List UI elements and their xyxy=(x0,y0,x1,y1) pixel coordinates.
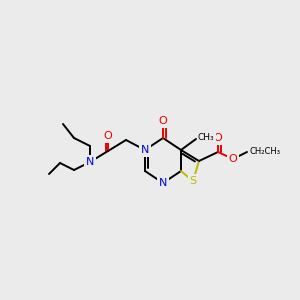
Text: CH₂CH₃: CH₂CH₃ xyxy=(249,148,280,157)
Text: O: O xyxy=(159,116,167,126)
Text: CH₃: CH₃ xyxy=(198,133,214,142)
Text: O: O xyxy=(214,133,222,143)
Text: O: O xyxy=(103,131,112,141)
Text: N: N xyxy=(159,178,167,188)
Text: N: N xyxy=(141,145,149,155)
Text: N: N xyxy=(86,157,94,167)
Text: S: S xyxy=(189,176,197,186)
Text: O: O xyxy=(229,154,237,164)
